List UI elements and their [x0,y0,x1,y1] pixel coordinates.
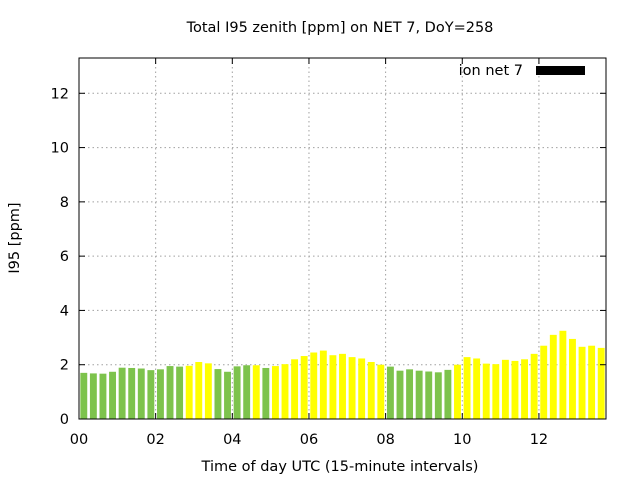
bar [530,353,538,419]
legend: ion net 7 [459,63,585,79]
bar [444,369,452,419]
bar [300,356,308,419]
bar [214,369,222,419]
bar [204,363,212,419]
bar [156,369,164,419]
bar [137,368,145,419]
bar [540,345,548,419]
y-tick-label: 6 [60,249,69,265]
plot-frame [78,57,607,420]
bar [396,370,404,419]
bar [80,372,88,419]
bar [118,367,126,419]
y-tick-label: 4 [60,303,69,319]
bar [511,360,519,419]
bar [291,359,299,419]
bar [310,352,318,419]
bar [252,365,260,419]
bar [195,362,203,419]
bar [358,358,366,419]
bar [578,346,586,419]
x-axis-label: Time of day UTC (15-minute intervals) [201,459,479,475]
grid [79,58,606,419]
bar [463,357,471,419]
bar [319,350,327,419]
x-tick-label: 12 [530,432,548,448]
bar [262,367,270,419]
legend-label: ion net 7 [459,63,523,79]
bar [339,353,346,419]
bar [454,364,461,419]
bar [271,366,279,419]
x-tick-label: 04 [223,432,241,448]
bar [224,371,231,419]
x-tick-label: 00 [70,432,88,448]
bar [377,364,385,419]
bar [597,347,605,419]
bar [185,365,193,419]
bar [147,370,155,419]
y-tick-label: 0 [60,412,69,428]
bar [549,334,557,419]
y-tick-label: 2 [60,358,69,374]
bar [109,371,116,419]
bar [569,338,576,419]
bar [406,369,414,419]
bar [99,373,107,419]
bar [329,355,337,419]
y-tick-label: 8 [60,195,69,211]
bar [281,364,289,419]
x-tick-label: 02 [146,432,164,448]
bar [434,372,442,419]
bar [521,359,529,419]
bar [425,371,433,419]
bar [128,367,136,419]
bar [176,366,184,419]
bar [348,357,356,419]
x-tick-label: 06 [300,432,318,448]
bar [492,364,500,419]
bars [80,330,605,419]
bar [233,366,241,419]
bar [415,370,423,419]
bar [588,345,596,419]
y-tick-label: 12 [51,86,69,102]
chart-title: Total I95 zenith [ppm] on NET 7, DoY=258 [186,20,494,36]
bar [367,362,375,419]
x-tick-label: 08 [376,432,394,448]
bar [559,330,567,419]
bar [501,359,509,419]
bar [89,373,97,419]
bar [473,358,481,419]
bar [166,366,174,419]
y-axis-label: I95 [ppm] [7,202,23,273]
bar [482,363,490,419]
x-tick-label: 10 [453,432,471,448]
bar [386,366,394,419]
legend-swatch [536,66,585,75]
y-tick-label: 10 [51,141,69,157]
bar [243,365,251,419]
